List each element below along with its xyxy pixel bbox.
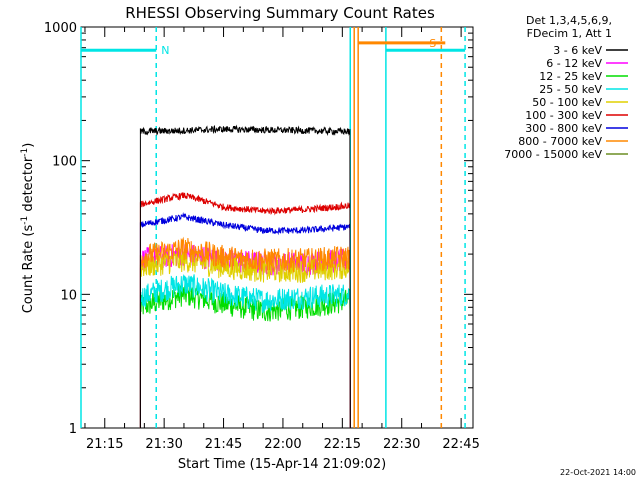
series-line <box>139 212 351 429</box>
series-line <box>139 124 351 429</box>
legend-header-line: FDecim 1, Att 1 <box>527 27 612 40</box>
legend-entry-label: 300 - 800 keV <box>525 122 602 135</box>
y-axis-label-end: ) <box>21 143 36 148</box>
x-tick-label: 22:15 <box>324 437 361 452</box>
legend-entry-label: 800 - 7000 keV <box>518 135 602 148</box>
x-axis-label: Start Time (15-Apr-14 21:09:02) <box>178 457 386 472</box>
plot-area: 1 10 100 1000 21:15 21:30 21:45 22:00 22:15 22:30… <box>44 21 480 452</box>
series-line <box>139 282 351 429</box>
legend-entry-label: 3 - 6 keV <box>553 44 602 57</box>
x-tick-label: 21:45 <box>205 437 242 452</box>
legend-entry-label: 100 - 300 keV <box>525 109 602 122</box>
chart-title: RHESSI Observing Summary Count Rates <box>125 4 435 22</box>
x-tick-label: 22:45 <box>442 437 479 452</box>
series-line <box>139 192 351 429</box>
series-line <box>139 236 351 429</box>
y-axis-label-sup-1: -1 <box>20 216 30 225</box>
legend-entry-label: 25 - 50 keV <box>539 83 602 96</box>
y-axis-label-main: Count Rate (s <box>21 225 36 314</box>
legend-entry-label: 6 - 12 keV <box>546 57 602 70</box>
y-tick-label: 1000 <box>44 21 77 36</box>
y-tick-label: 100 <box>52 155 77 170</box>
legend-header-line: Det 1,3,4,5,6,9, <box>526 14 612 27</box>
y-tick-label: 10 <box>60 288 77 303</box>
footer-date: 22-Oct-2021 14:00 <box>560 468 636 477</box>
x-tick-label: 21:30 <box>145 437 182 452</box>
x-tick-label: 22:30 <box>383 437 420 452</box>
legend: Det 1,3,4,5,6,9,FDecim 1, Att 1 3 - 6 keV… <box>504 14 628 161</box>
flag-label: N <box>161 44 169 57</box>
y-axis-label-sup-2: -1 <box>20 148 30 157</box>
y-tick-label: 1 <box>69 422 77 437</box>
x-tick-label: 22:00 <box>264 437 301 452</box>
flag-label: S <box>429 37 436 50</box>
series-line <box>139 273 351 429</box>
x-tick-label: 21:15 <box>86 437 123 452</box>
y-axis-label: Count Rate (s-1 detector-1) <box>20 143 36 314</box>
y-axis-label-mid: detector <box>21 156 36 216</box>
legend-entry-label: 7000 - 15000 keV <box>504 148 602 161</box>
legend-entry-label: 12 - 25 keV <box>539 70 602 83</box>
legend-entry-label: 50 - 100 keV <box>532 96 602 109</box>
